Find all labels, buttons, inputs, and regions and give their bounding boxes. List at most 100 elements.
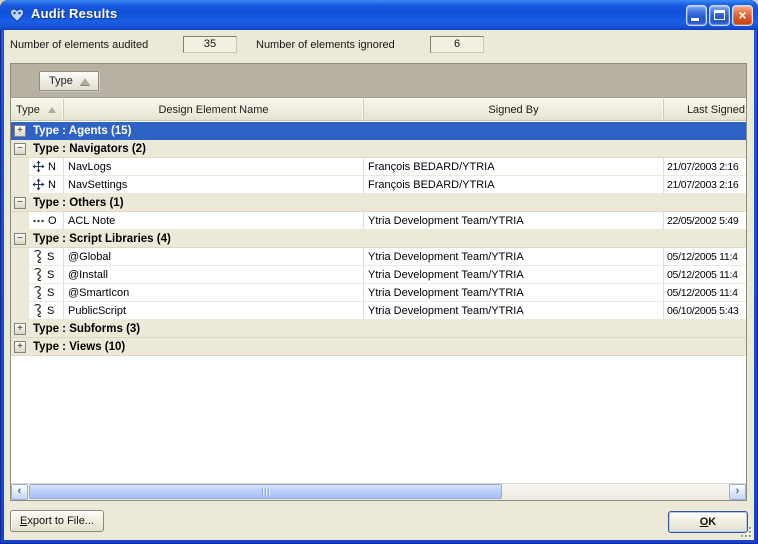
script-icon	[32, 304, 44, 317]
audited-count-label: Number of elements audited	[10, 39, 149, 51]
signed-by: Ytria Development Team/YTRIA	[364, 266, 664, 283]
column-header-type[interactable]: Type	[11, 99, 64, 120]
design-element-name: @Install	[64, 266, 364, 283]
signed-by: Ytria Development Team/YTRIA	[364, 248, 664, 265]
row-indent	[11, 284, 29, 301]
ok-button[interactable]: OK	[668, 511, 748, 533]
group-row[interactable]: − Type : Script Libraries (4)	[11, 230, 746, 248]
ignored-count-label: Number of elements ignored	[256, 39, 395, 51]
scrollbar-thumb[interactable]	[29, 484, 502, 499]
design-element-name: @SmartIcon	[64, 284, 364, 301]
type-cell: S	[29, 284, 64, 301]
last-signed: 05/12/2005 11:4	[667, 286, 738, 299]
expand-toggle-icon[interactable]: +	[14, 124, 26, 137]
app-icon	[8, 6, 26, 24]
signed-by: François BEDARD/YTRIA	[364, 158, 664, 175]
table-row[interactable]: N NavSettings François BEDARD/YTRIA 21/07/2…	[11, 176, 746, 194]
group-chip-type[interactable]: Type	[39, 71, 99, 91]
row-indent	[11, 212, 29, 229]
group-label: Type : Subforms (3)	[33, 322, 141, 335]
script-icon	[32, 250, 44, 263]
audit-results-grid: Type Type Design Element Name Signed By …	[10, 63, 747, 501]
group-row[interactable]: − Type : Others (1)	[11, 194, 746, 212]
close-button[interactable]: ×	[732, 5, 753, 26]
signed-by: Ytria Development Team/YTRIA	[364, 284, 664, 301]
type-cell: S	[29, 266, 64, 283]
table-row[interactable]: O ACL Note Ytria Development Team/YTRIA 22/…	[11, 212, 746, 230]
group-label: Type : Agents (15)	[33, 124, 132, 137]
type-letter: S	[47, 304, 55, 317]
last-signed: 21/07/2003 2:16	[667, 178, 739, 191]
table-row[interactable]: N NavLogs François BEDARD/YTRIA 21/07/2003 …	[11, 158, 746, 176]
last-signed: 06/10/2005 5:43	[667, 304, 739, 317]
dialog-client-area: Number of elements audited 35 Number of …	[4, 30, 754, 540]
column-header-design-element-name[interactable]: Design Element Name	[64, 99, 364, 120]
script-icon	[32, 268, 44, 281]
type-letter: S	[47, 286, 55, 299]
audited-count-value: 35	[183, 36, 237, 53]
group-label: Type : Others (1)	[33, 196, 124, 209]
type-letter: O	[48, 214, 57, 227]
group-row[interactable]: + Type : Agents (15)	[11, 122, 746, 140]
group-row[interactable]: + Type : Views (10)	[11, 338, 746, 356]
design-element-name: PublicScript	[64, 302, 364, 319]
last-signed: 05/12/2005 11:4	[667, 268, 738, 281]
type-cell: O	[29, 212, 64, 229]
maximize-icon	[714, 10, 725, 20]
last-signed: 21/07/2003 2:16	[667, 160, 739, 173]
column-headers: Type Design Element Name Signed By Last …	[11, 99, 746, 121]
design-element-name: ACL Note	[64, 212, 364, 229]
design-element-name: NavLogs	[64, 158, 364, 175]
group-label: Type : Navigators (2)	[33, 142, 146, 155]
column-header-signed-by[interactable]: Signed By	[364, 99, 664, 120]
sort-asc-icon	[47, 106, 56, 113]
table-row[interactable]: S @Install Ytria Development Team/YTRIA 05/…	[11, 266, 746, 284]
collapse-toggle-icon[interactable]: −	[14, 142, 26, 155]
signed-by: Ytria Development Team/YTRIA	[364, 212, 664, 229]
export-to-file-button[interactable]: Export to File...	[10, 510, 104, 532]
minimize-button[interactable]	[686, 5, 707, 26]
window-title: Audit Results	[31, 6, 118, 21]
rows-area: + Type : Agents (15) − Type : Navigators (2…	[11, 122, 746, 483]
horizontal-scrollbar[interactable]: ‹ ›	[11, 483, 746, 500]
table-row[interactable]: S @SmartIcon Ytria Development Team/YTRIA 0…	[11, 284, 746, 302]
row-indent	[11, 248, 29, 265]
collapse-toggle-icon[interactable]: −	[14, 196, 26, 209]
scroll-left-button[interactable]: ‹	[11, 484, 28, 500]
signed-by: François BEDARD/YTRIA	[364, 176, 664, 193]
signed-by: Ytria Development Team/YTRIA	[364, 302, 664, 319]
group-row[interactable]: + Type : Subforms (3)	[11, 320, 746, 338]
design-element-name: @Global	[64, 248, 364, 265]
maximize-button[interactable]	[709, 5, 730, 26]
column-header-last-signed[interactable]: Last Signed	[686, 103, 746, 116]
scroll-right-button[interactable]: ›	[729, 484, 746, 500]
ellipsis-icon	[32, 214, 45, 227]
table-row[interactable]: S @Global Ytria Development Team/YTRIA 05/1…	[11, 248, 746, 266]
row-indent	[11, 158, 29, 175]
type-cell: N	[29, 176, 64, 193]
last-signed: 05/12/2005 11:4	[667, 250, 738, 263]
type-letter: N	[48, 178, 56, 191]
last-signed: 22/05/2002 5:49	[667, 214, 739, 227]
sort-asc-icon	[79, 77, 90, 85]
scrollbar-track[interactable]	[28, 484, 729, 500]
type-letter: N	[48, 160, 56, 173]
group-row[interactable]: − Type : Navigators (2)	[11, 140, 746, 158]
group-chip-label: Type	[49, 75, 73, 87]
titlebar[interactable]: Audit Results ×	[0, 0, 758, 30]
group-label: Type : Script Libraries (4)	[33, 232, 171, 245]
navigator-icon	[32, 178, 45, 191]
design-element-name: NavSettings	[64, 176, 364, 193]
expand-toggle-icon[interactable]: +	[14, 340, 26, 353]
expand-toggle-icon[interactable]: +	[14, 322, 26, 335]
resize-grip[interactable]	[740, 526, 752, 538]
ignored-count-value: 6	[430, 36, 484, 53]
row-indent	[11, 176, 29, 193]
group-label: Type : Views (10)	[33, 340, 126, 353]
script-icon	[32, 286, 44, 299]
type-letter: S	[47, 268, 55, 281]
type-cell: S	[29, 302, 64, 319]
table-row[interactable]: S PublicScript Ytria Development Team/YTRI…	[11, 302, 746, 320]
collapse-toggle-icon[interactable]: −	[14, 232, 26, 245]
